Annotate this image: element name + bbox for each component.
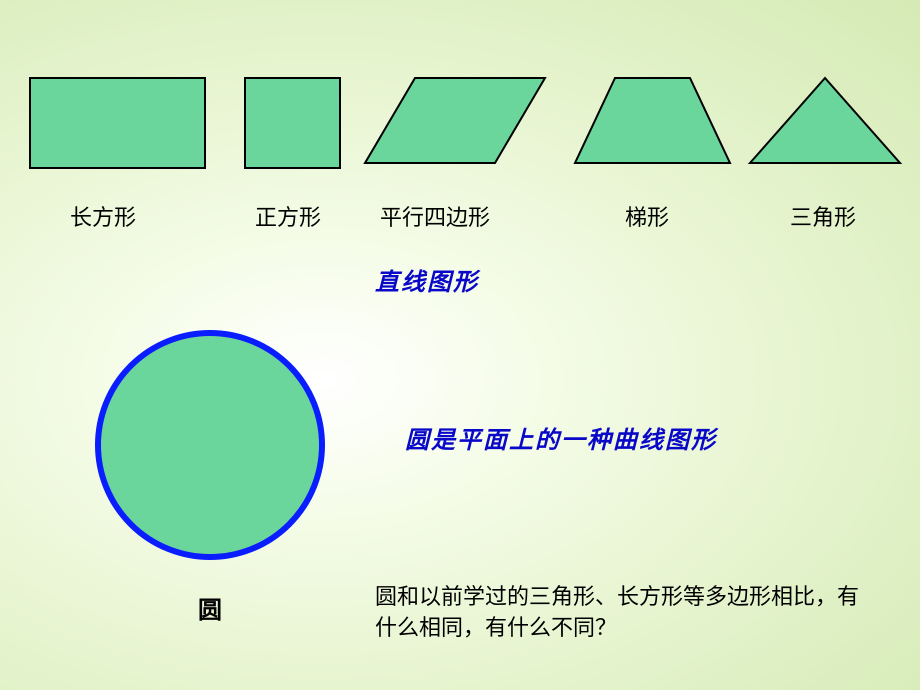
circle-label: 圆 bbox=[198, 590, 222, 625]
square-label: 正方形 bbox=[255, 200, 321, 232]
rectangle-shape bbox=[30, 78, 205, 168]
parallelogram-label: 平行四边形 bbox=[380, 200, 490, 232]
trapezoid-label: 梯形 bbox=[625, 200, 669, 232]
circle-shape bbox=[98, 333, 322, 557]
circle-curve-heading: 圆是平面上的一种曲线图形 bbox=[405, 420, 717, 455]
trapezoid-shape bbox=[575, 78, 730, 163]
square-shape bbox=[245, 78, 340, 168]
triangle-label: 三角形 bbox=[790, 200, 856, 232]
triangle-shape bbox=[750, 78, 900, 163]
line-shapes-heading: 直线图形 bbox=[375, 262, 479, 297]
comparison-question: 圆和以前学过的三角形、长方形等多边形相比，有什么相同，有什么不同？ bbox=[375, 582, 875, 644]
parallelogram-shape bbox=[365, 78, 545, 163]
rectangle-label: 长方形 bbox=[70, 200, 136, 232]
